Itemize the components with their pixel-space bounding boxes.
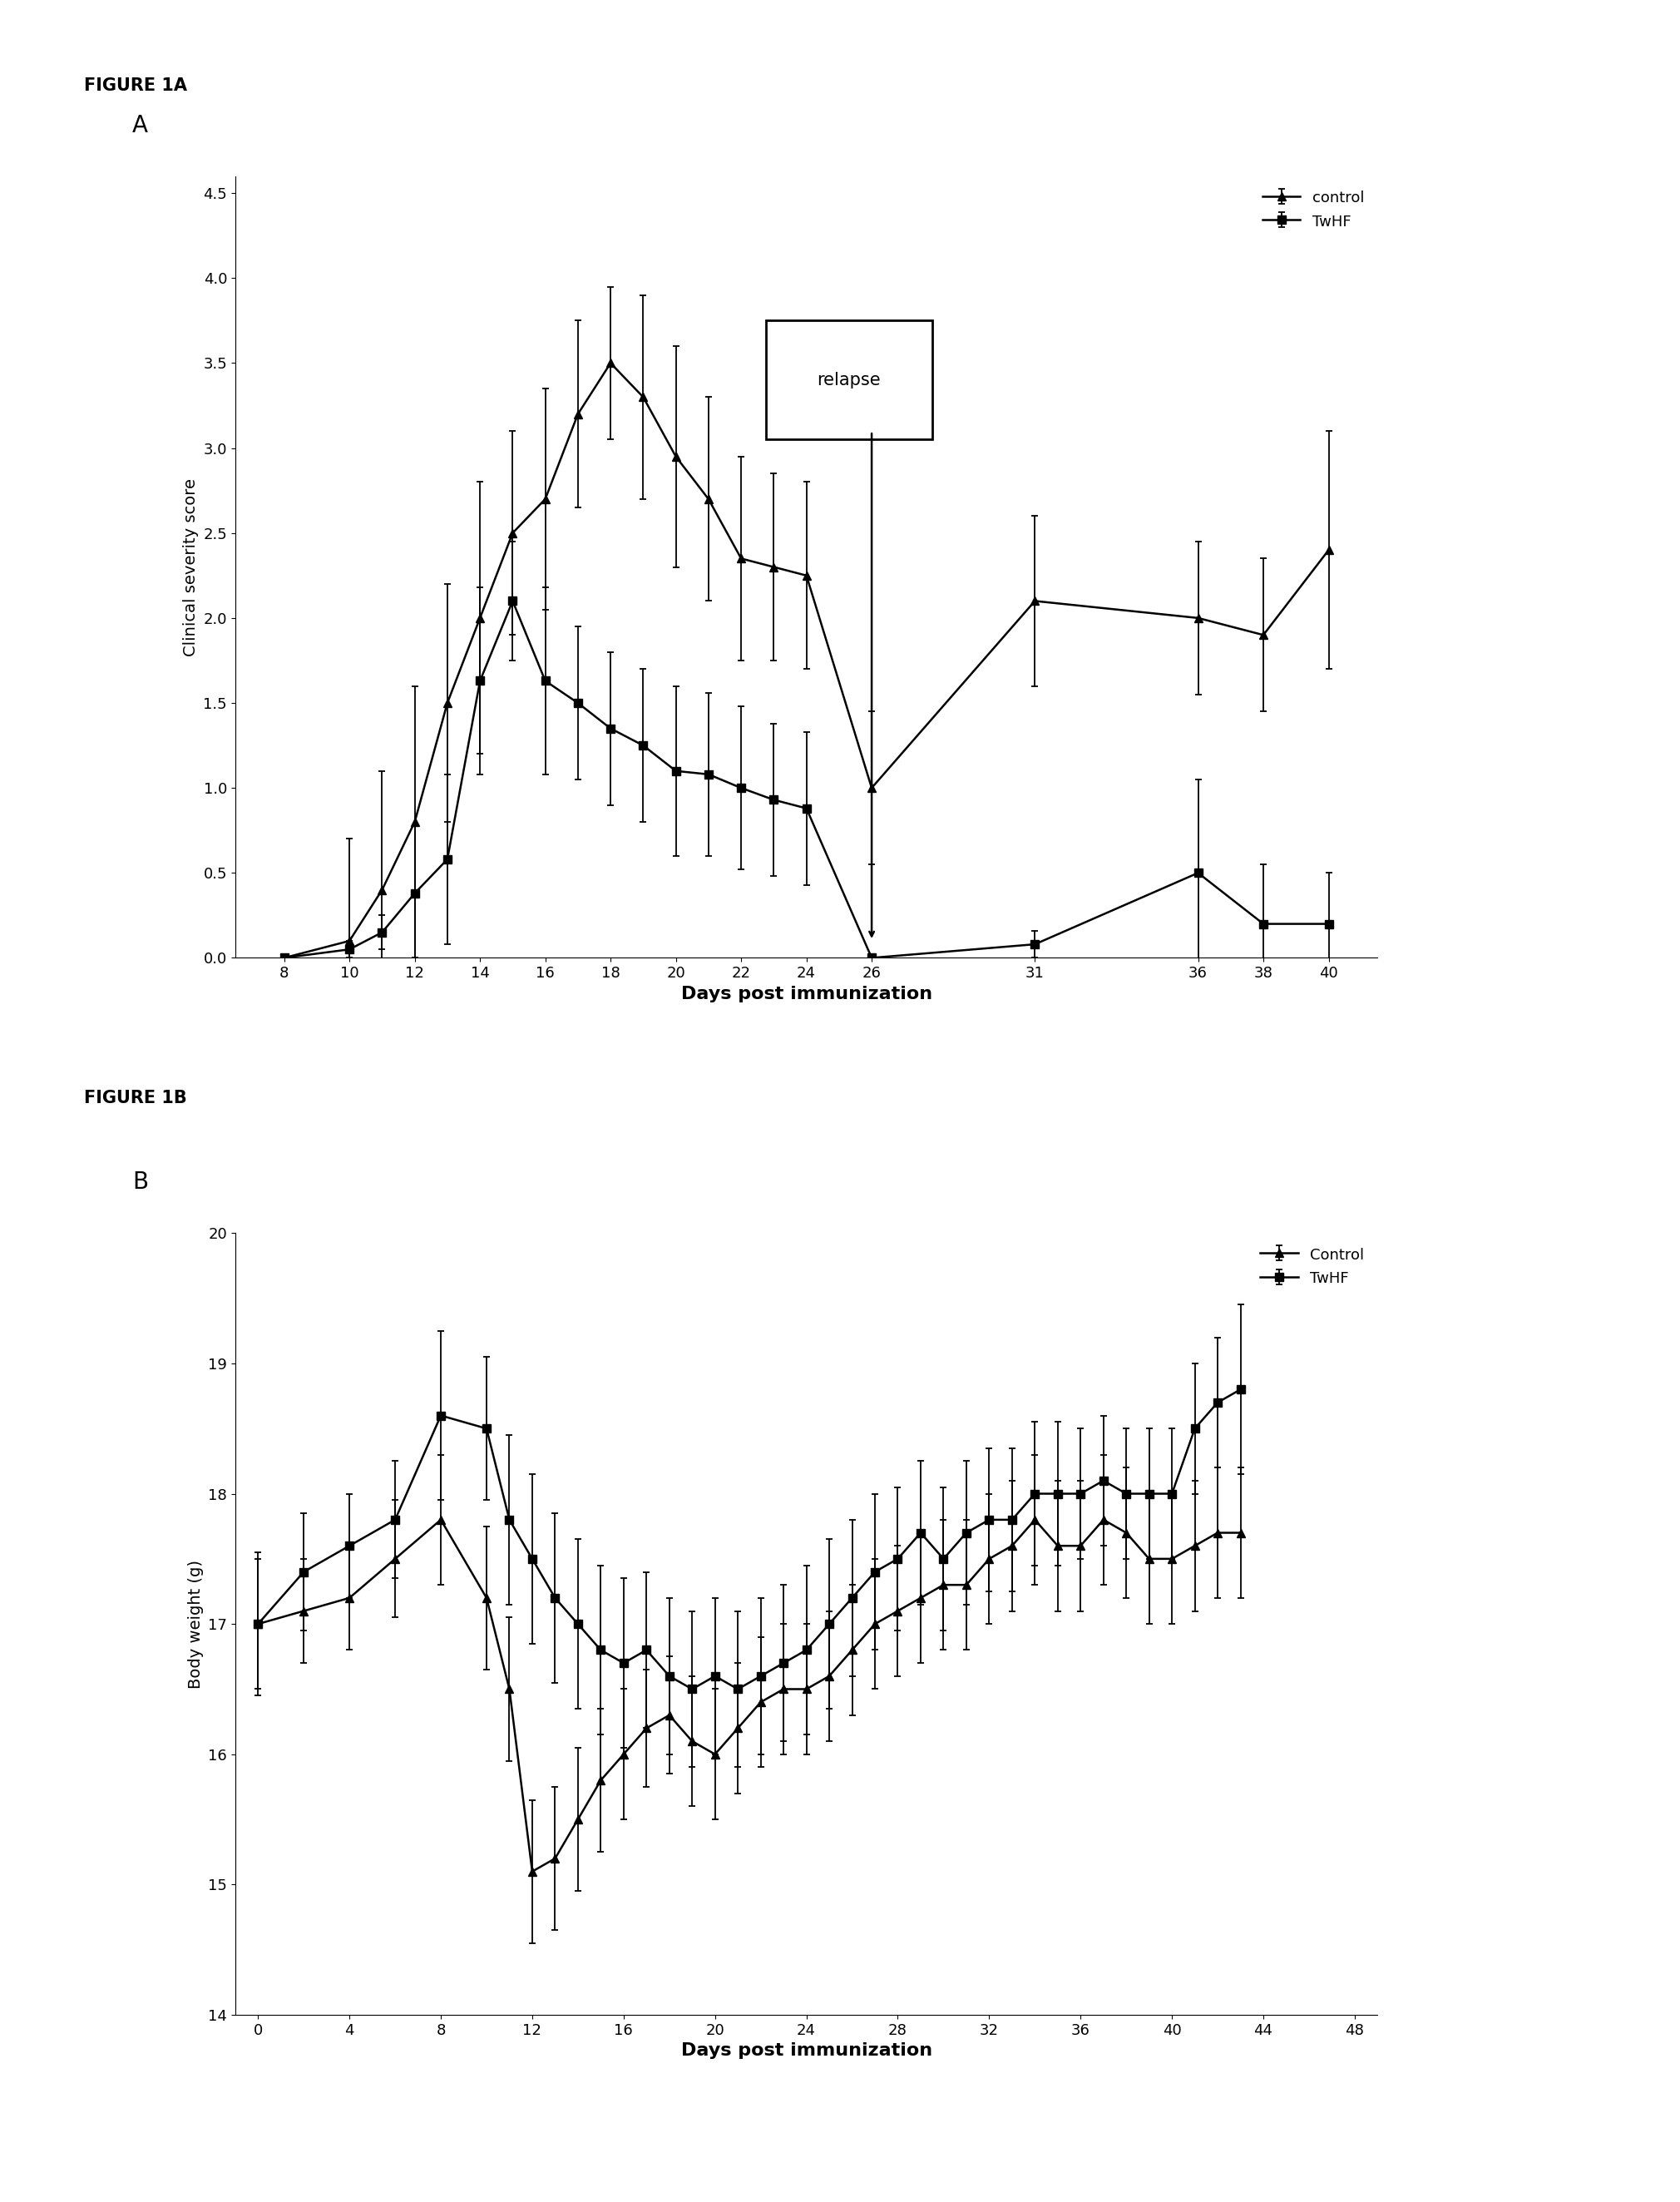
Legend: control, TwHF: control, TwHF — [1257, 183, 1371, 236]
Y-axis label: Body weight (g): Body weight (g) — [188, 1559, 203, 1689]
Text: B: B — [133, 1171, 148, 1193]
Y-axis label: Clinical severity score: Clinical severity score — [183, 478, 198, 656]
Text: FIGURE 1B: FIGURE 1B — [84, 1090, 186, 1108]
X-axis label: Days post immunization: Days post immunization — [680, 2043, 932, 2059]
FancyBboxPatch shape — [766, 321, 932, 440]
Text: relapse: relapse — [816, 372, 880, 388]
Text: FIGURE 1A: FIGURE 1A — [84, 77, 186, 95]
X-axis label: Days post immunization: Days post immunization — [680, 986, 932, 1002]
Legend: Control, TwHF: Control, TwHF — [1255, 1240, 1371, 1293]
Text: A: A — [133, 115, 148, 137]
